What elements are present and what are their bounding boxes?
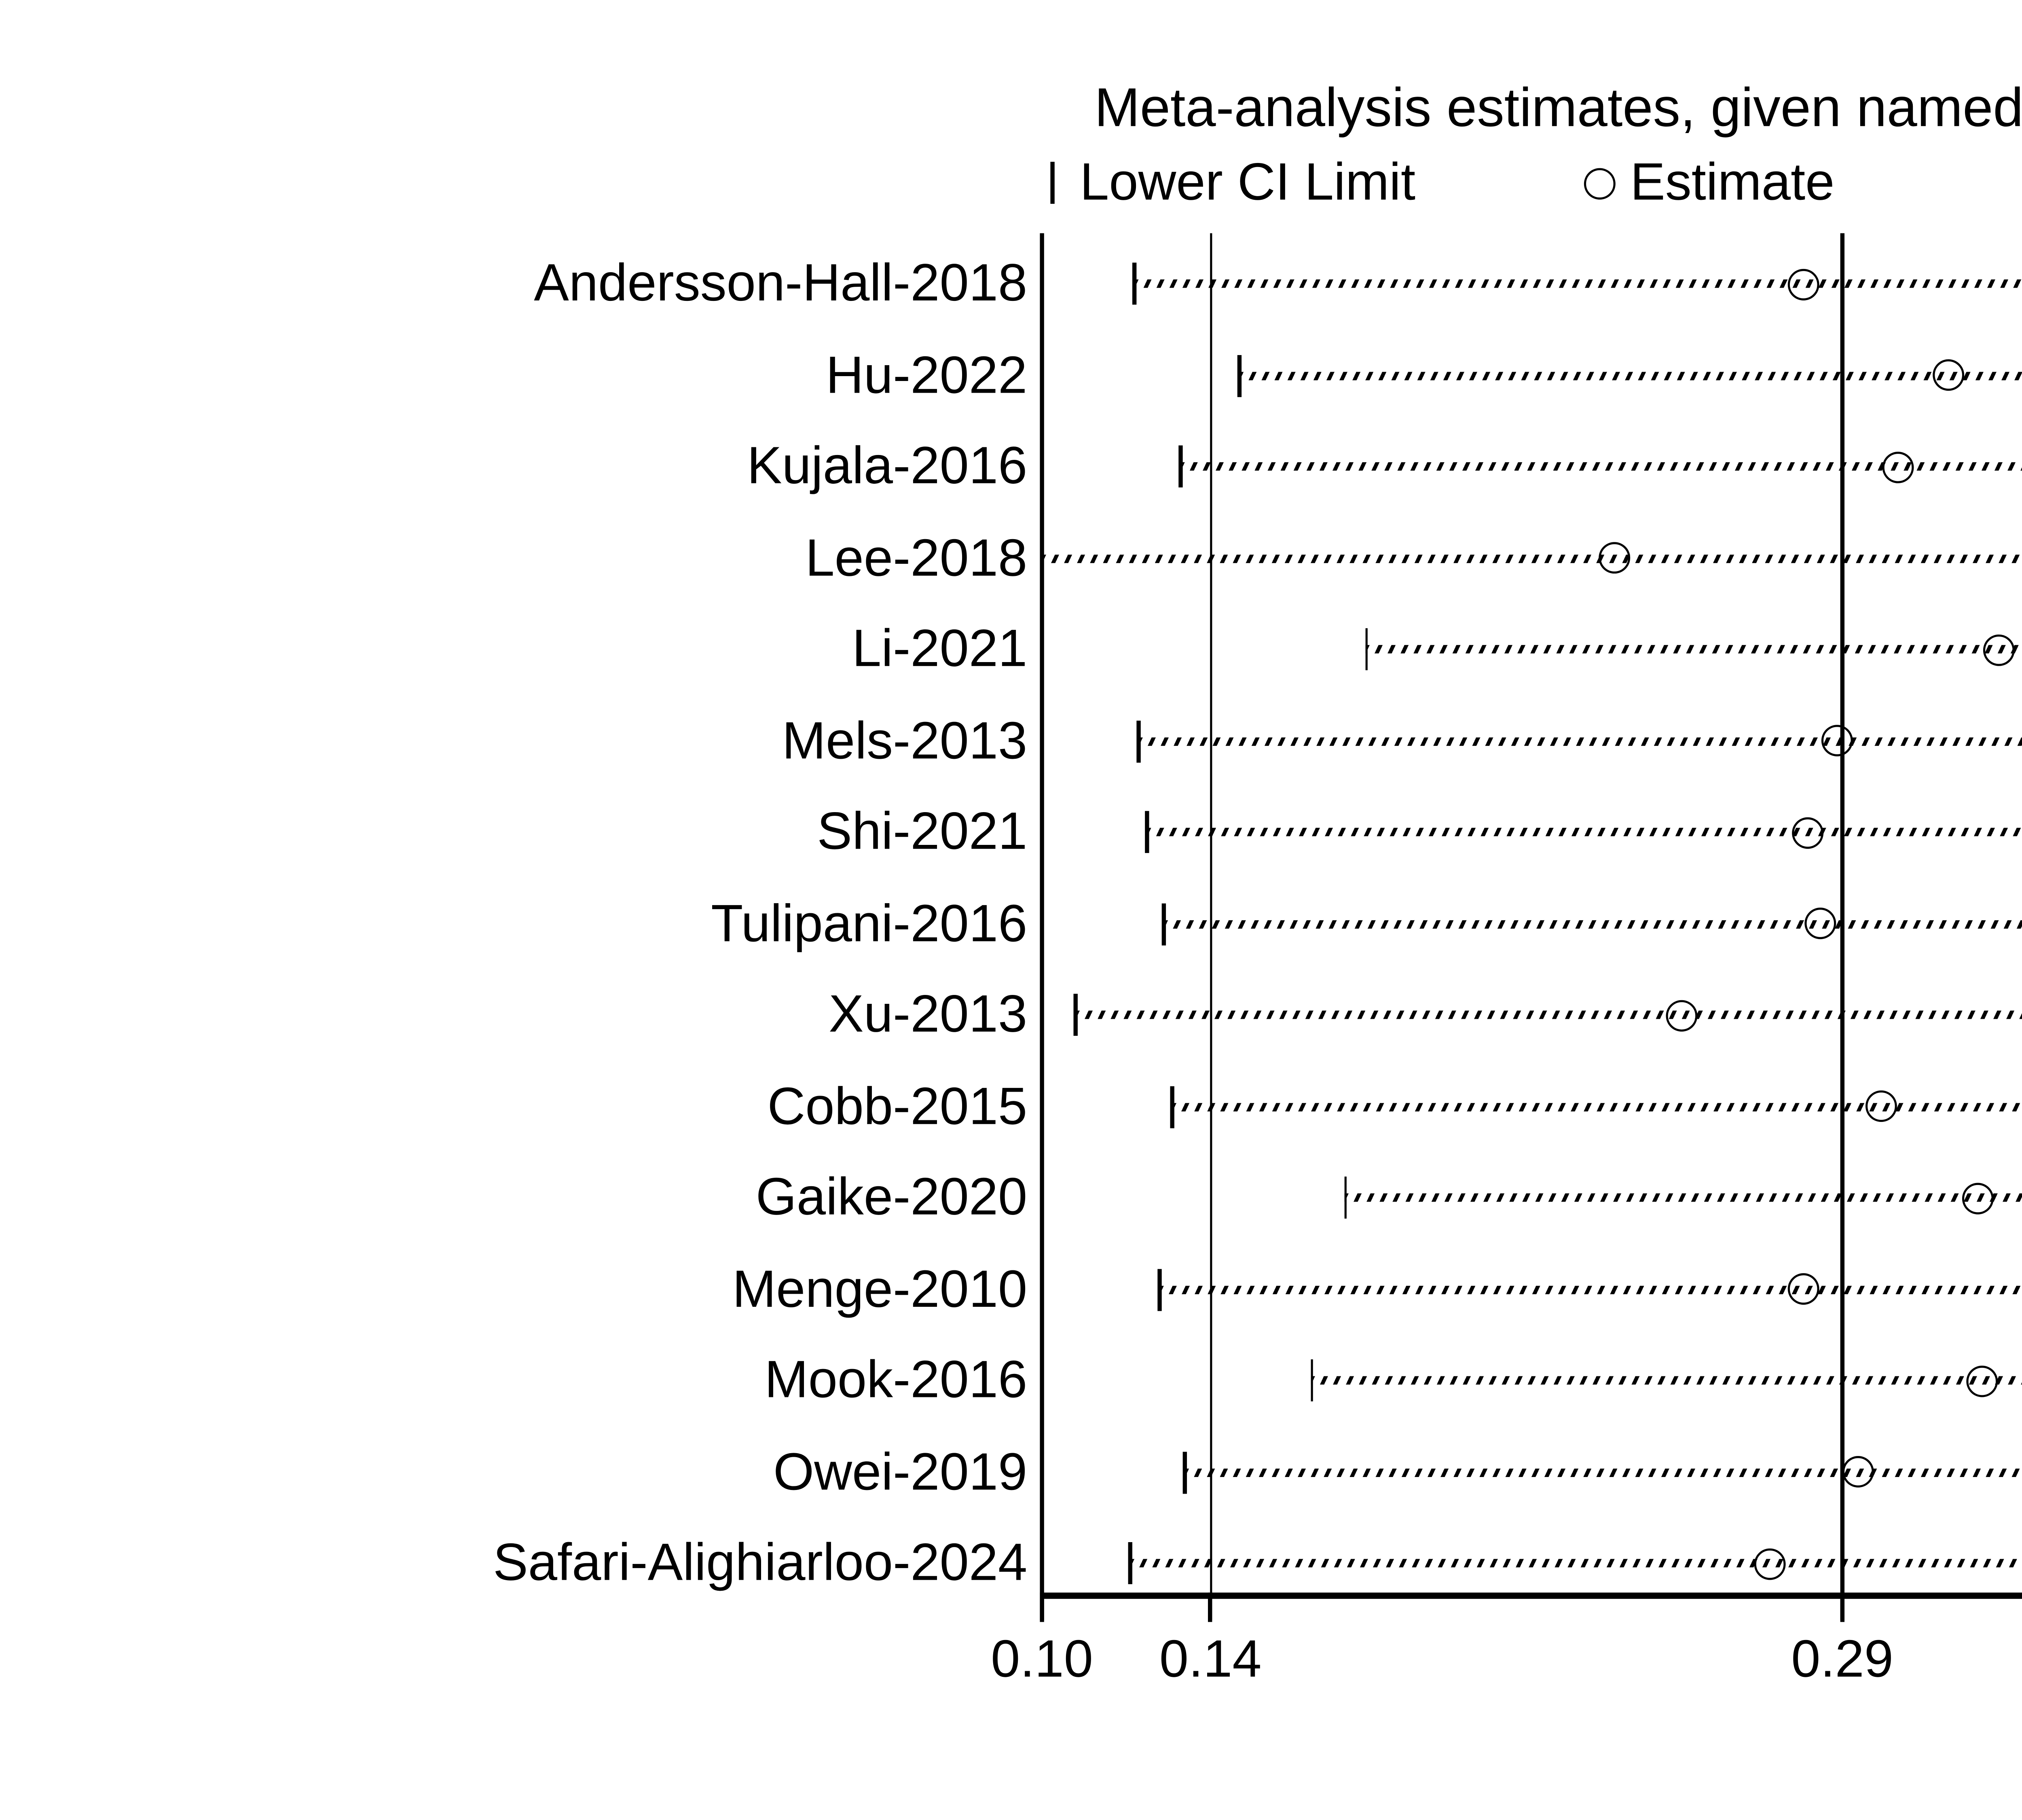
ci-line (1366, 645, 2022, 654)
study-label: Cobb-2015 (767, 1077, 1028, 1136)
x-axis-tick-label: 0.14 (1159, 1630, 1262, 1689)
ci-line (1185, 1467, 2022, 1476)
ci-line (1311, 1376, 2022, 1385)
estimate-marker (1843, 1456, 1875, 1488)
estimate-marker (1961, 1182, 1993, 1213)
ci-line (1345, 1193, 2022, 1202)
lower-ci-tick-icon (1050, 161, 1055, 204)
ci-line (1181, 462, 2022, 471)
ci-lower-tick (1158, 1268, 1162, 1310)
plot-left-border (1041, 233, 1043, 1620)
ci-line (1240, 370, 2022, 379)
ci-line (1130, 1559, 2022, 1568)
estimate-marker (1793, 816, 1825, 848)
study-label: Lee-2018 (805, 528, 1028, 587)
ci-lower-tick (1364, 628, 1368, 671)
estimate-marker (1805, 908, 1837, 940)
ci-lower-tick (1310, 1359, 1313, 1401)
estimate-marker (1822, 725, 1854, 757)
ci-lower-tick (1179, 445, 1183, 488)
ci-line (1075, 1010, 2022, 1019)
study-label: Andersson-Hall-2018 (534, 254, 1028, 313)
estimate-circle-icon (1583, 167, 1615, 199)
ci-lower-tick (1137, 720, 1141, 762)
ci-line (1164, 919, 2022, 928)
estimate-marker (1666, 999, 1698, 1031)
legend-label-lower-ci: Lower CI Limit (1080, 153, 1416, 212)
ci-lower-tick (1145, 811, 1149, 853)
x-axis-tick-0.29 (1840, 1592, 1844, 1622)
study-label: Gaike-2020 (755, 1168, 1028, 1227)
x-axis-line (1042, 1592, 2022, 1598)
ci-lower-tick (1074, 994, 1078, 1036)
ci-line (1139, 736, 2022, 745)
estimate-marker (1965, 1365, 1997, 1396)
x-axis-tick-label: 0.29 (1791, 1630, 1894, 1689)
x-axis-tick-0.14 (1209, 1592, 1212, 1622)
estimate-marker (1788, 1273, 1820, 1305)
estimate-marker (1982, 633, 2014, 665)
x-axis-tick-label: 0.10 (991, 1630, 1093, 1689)
estimate-marker (1881, 451, 1913, 483)
ci-lower-tick (1129, 1542, 1132, 1584)
ci-lower-tick (1238, 354, 1242, 396)
study-label: Hu-2022 (826, 345, 1028, 404)
chart-title: Meta-analysis estimates, given named stu… (1094, 76, 2022, 139)
study-label: Xu-2013 (829, 985, 1028, 1044)
ci-lower-tick (1133, 262, 1136, 305)
ci-line (1172, 1102, 2022, 1111)
ci-line (1160, 1285, 2022, 1293)
study-label: Kujala-2016 (747, 437, 1028, 496)
ci-lower-tick (1343, 1177, 1347, 1219)
x-axis-tick-0.10 (1040, 1592, 1044, 1622)
estimate-marker (1864, 1090, 1896, 1122)
study-label: Tulipani-2016 (711, 894, 1028, 953)
study-label: Menge-2010 (732, 1259, 1028, 1318)
legend-label-estimate: Estimate (1630, 153, 1835, 212)
estimate-marker (1932, 359, 1964, 391)
estimate-marker (1755, 1547, 1787, 1579)
study-label: Mook-2016 (764, 1351, 1028, 1410)
ci-lower-tick (1183, 1451, 1187, 1493)
study-label: Li-2021 (852, 620, 1028, 679)
estimate-marker (1599, 542, 1631, 574)
study-label: Shi-2021 (817, 802, 1028, 861)
ci-line (1042, 553, 2022, 562)
ci-line (1147, 827, 2022, 836)
ci-lower-tick (1162, 902, 1166, 945)
study-label: Safari-Alighiarloo-2024 (493, 1534, 1028, 1593)
study-label: Owei-2019 (773, 1442, 1028, 1501)
estimate-marker (1788, 268, 1820, 300)
ci-line (1134, 279, 2022, 288)
ci-lower-tick (1171, 1085, 1174, 1128)
study-label: Mels-2013 (782, 711, 1028, 770)
